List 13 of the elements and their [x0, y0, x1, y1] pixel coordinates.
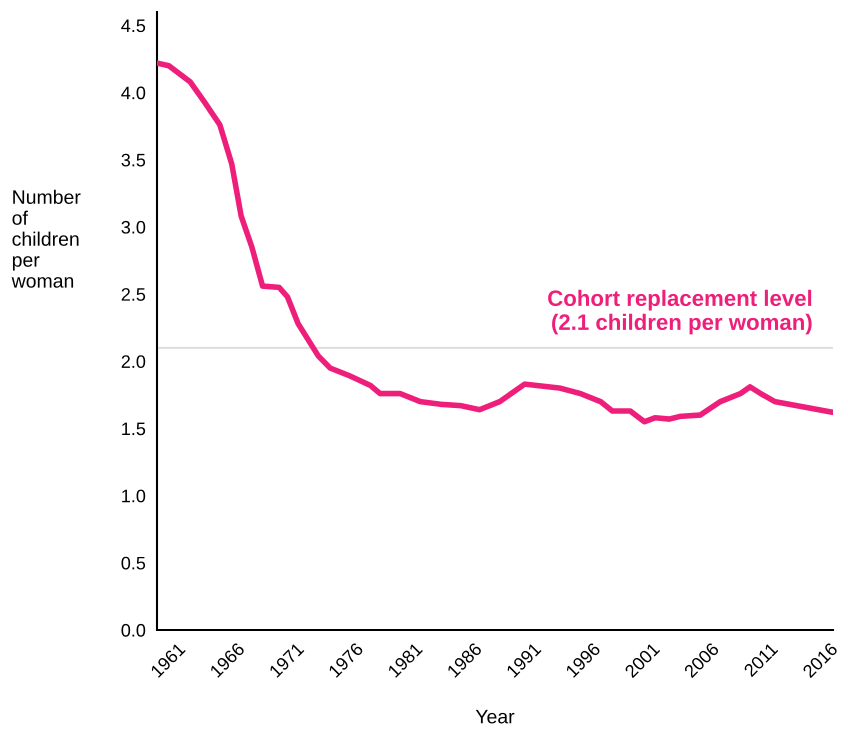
y-tick-label: 2.0	[122, 355, 146, 368]
y-axis-title: Number of children per woman	[12, 190, 80, 288]
y-tick-label: 1.5	[122, 422, 146, 436]
y-tick-label: 4.5	[121, 20, 146, 32]
y-tick-label: 2.5	[122, 288, 146, 301]
ref-line-label: Cohort replacement level (2.1 children per woman)	[548, 290, 812, 334]
y-tick-label: 4.0	[121, 86, 146, 100]
y-tick-label: 0.5	[121, 556, 146, 570]
y-tick-label: 0.0	[121, 624, 146, 637]
y-tick-label: 3.0	[121, 220, 146, 234]
y-tick-label: 1.0	[122, 490, 146, 502]
x-axis-title: Year	[476, 710, 514, 724]
y-tick-label: 3.5	[121, 154, 146, 167]
